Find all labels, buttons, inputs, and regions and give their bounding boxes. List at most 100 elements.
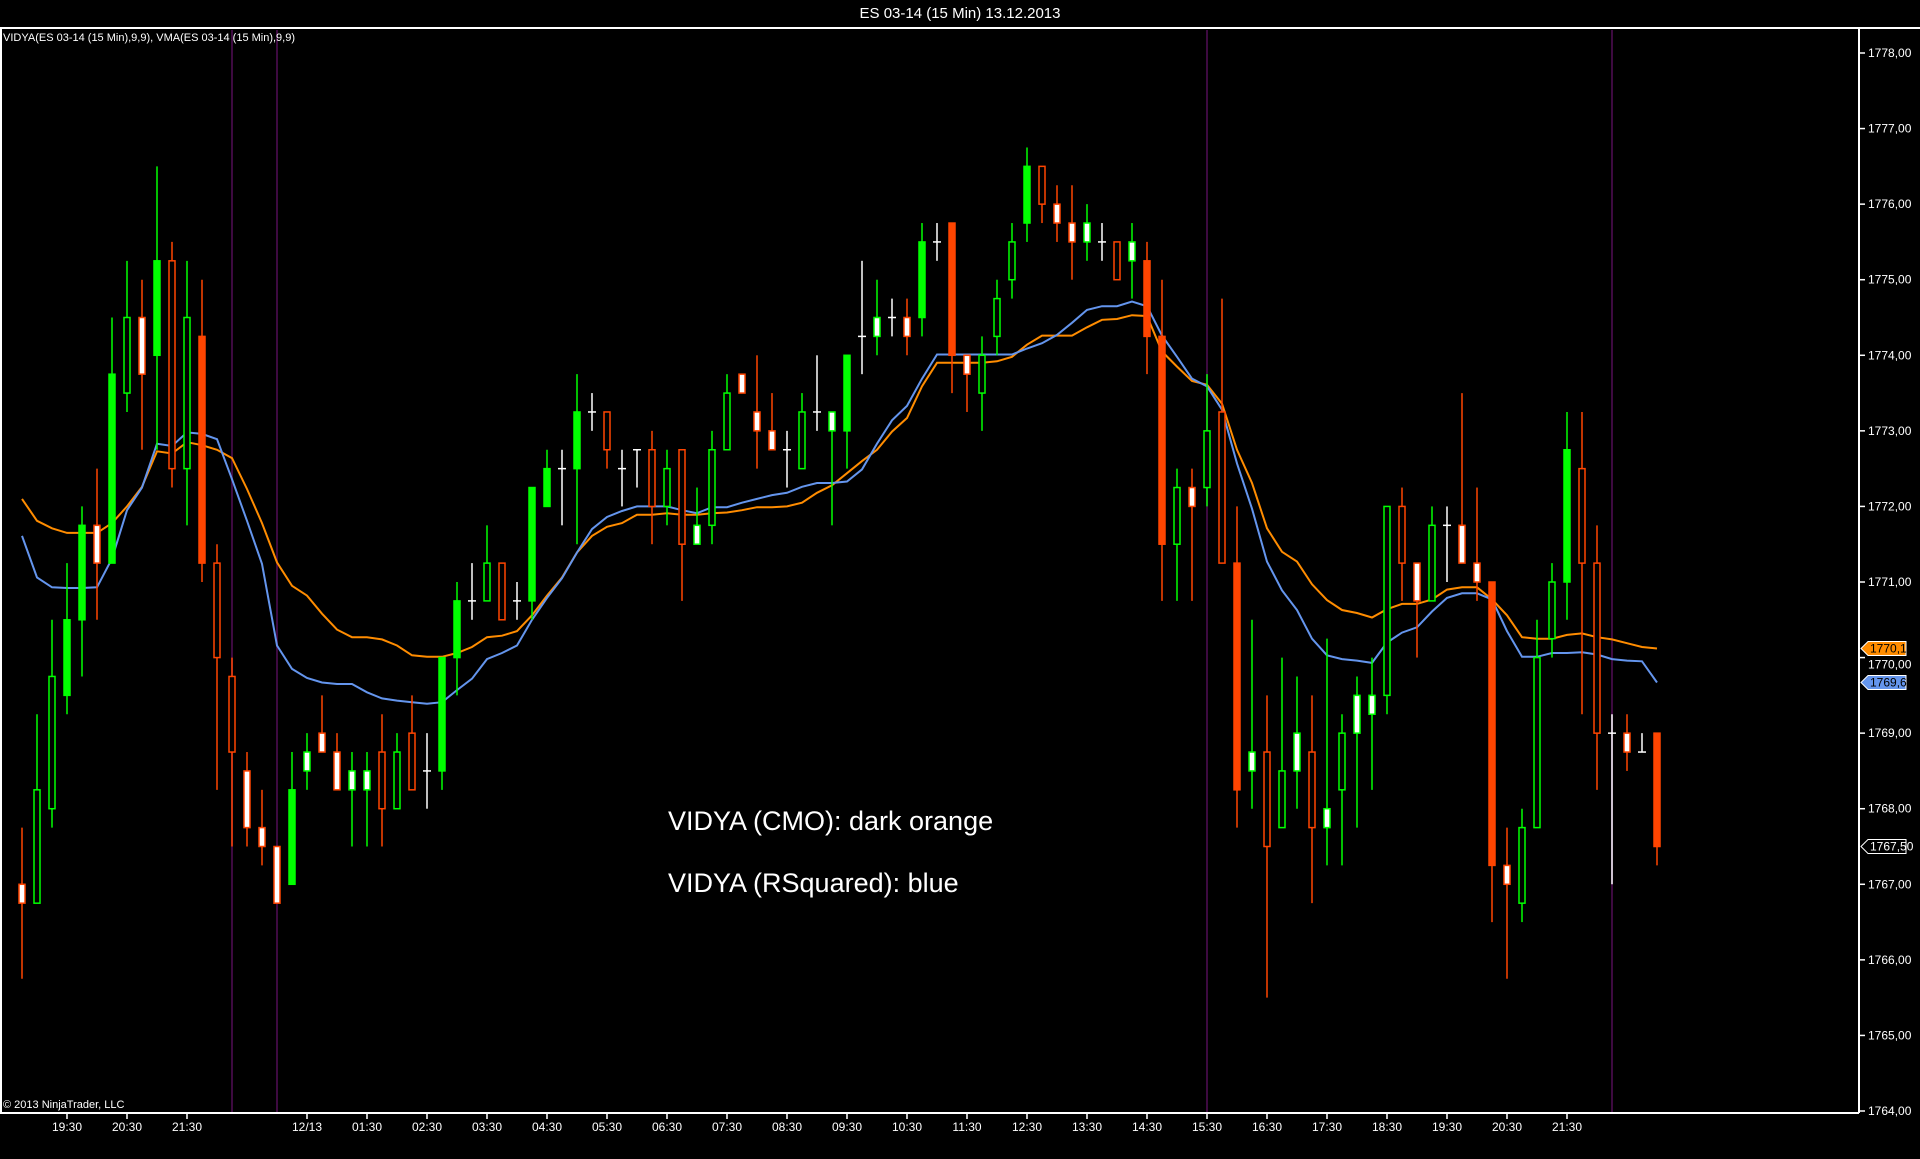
candle[interactable] [918, 223, 926, 337]
candle[interactable] [498, 562, 506, 621]
candle[interactable] [108, 317, 116, 564]
candle[interactable] [153, 166, 161, 450]
time-axis[interactable]: 19:30 20:30 21:30 12/13 01:30 02:30 03:30 04:30… [52, 1113, 1582, 1134]
candle[interactable] [1473, 487, 1481, 601]
candle[interactable] [1308, 695, 1316, 904]
candle[interactable] [183, 260, 191, 526]
candle[interactable] [1548, 563, 1556, 658]
candle[interactable] [1353, 676, 1361, 828]
candle[interactable] [1233, 506, 1241, 828]
candle[interactable] [393, 733, 401, 810]
candle[interactable] [168, 241, 176, 488]
candle[interactable] [273, 845, 281, 904]
candle[interactable] [243, 752, 251, 847]
candle[interactable] [723, 374, 731, 451]
candle[interactable] [1533, 619, 1541, 829]
candle[interactable] [93, 468, 101, 620]
candle[interactable] [768, 393, 776, 451]
candle[interactable] [468, 563, 476, 620]
candle[interactable] [1263, 695, 1271, 998]
candle[interactable] [1608, 714, 1616, 885]
candle[interactable] [588, 393, 596, 431]
candle[interactable] [978, 336, 986, 431]
candle[interactable] [1488, 581, 1496, 923]
candle[interactable] [843, 354, 851, 469]
candle[interactable] [1188, 468, 1196, 601]
candle[interactable] [558, 449, 566, 526]
candle[interactable] [1323, 638, 1331, 866]
candle[interactable] [303, 733, 311, 790]
candle[interactable] [798, 393, 806, 470]
candle[interactable] [1503, 827, 1511, 979]
candle[interactable] [198, 279, 206, 582]
candle[interactable] [138, 279, 146, 450]
candle[interactable] [633, 449, 641, 488]
candle[interactable] [1518, 808, 1526, 923]
candle[interactable] [1623, 714, 1631, 771]
candle[interactable] [618, 449, 626, 507]
candle[interactable] [783, 430, 791, 488]
candle[interactable] [513, 582, 521, 620]
candle[interactable] [903, 298, 911, 356]
candle[interactable] [663, 449, 671, 526]
candle[interactable] [828, 411, 836, 526]
candle[interactable] [1008, 223, 1016, 299]
candle[interactable] [48, 619, 56, 828]
candle[interactable] [1053, 185, 1061, 242]
candle[interactable] [1563, 411, 1571, 620]
candle[interactable] [1653, 732, 1661, 866]
candle[interactable] [1383, 505, 1391, 715]
candle[interactable] [408, 695, 416, 791]
candle[interactable] [693, 487, 701, 545]
candle[interactable] [378, 714, 386, 847]
candle[interactable] [63, 563, 71, 715]
candle[interactable] [483, 525, 491, 602]
candle[interactable] [888, 298, 896, 337]
candle[interactable] [288, 752, 296, 886]
candle[interactable] [363, 752, 371, 847]
candle[interactable] [1413, 562, 1421, 658]
candle[interactable] [1218, 298, 1226, 564]
candle[interactable] [678, 449, 686, 601]
candle[interactable] [1593, 525, 1601, 790]
candle[interactable] [333, 733, 341, 791]
candle[interactable] [423, 733, 431, 809]
candle[interactable] [258, 789, 266, 866]
candle[interactable] [33, 714, 41, 904]
candle[interactable] [1248, 619, 1256, 809]
candle[interactable] [453, 582, 461, 696]
candle[interactable] [603, 411, 611, 469]
candle[interactable] [573, 374, 581, 545]
candle[interactable] [1368, 657, 1376, 790]
candle[interactable] [1098, 223, 1106, 261]
price-axis[interactable]: 1764,00 1765,00 1766,00 1767,00 1768,00 1769,… [1859, 46, 1912, 1118]
candle[interactable] [1278, 657, 1286, 829]
candle[interactable] [963, 354, 971, 412]
candle[interactable] [78, 506, 86, 677]
candle[interactable] [1023, 147, 1031, 242]
candle[interactable] [1173, 468, 1181, 601]
candle[interactable] [1458, 393, 1466, 564]
candle[interactable] [528, 486, 536, 620]
indicator-legend[interactable]: VIDYA(ES 03-14 (15 Min),9,9), VMA(ES 03-… [3, 32, 296, 44]
candle[interactable] [1038, 165, 1046, 224]
candle[interactable] [1578, 411, 1586, 715]
candle[interactable] [1083, 204, 1091, 261]
candle[interactable] [1203, 374, 1211, 507]
candle[interactable] [1143, 241, 1151, 375]
candle[interactable] [543, 449, 551, 508]
candle[interactable] [1113, 241, 1121, 281]
candle[interactable] [348, 752, 356, 847]
candle[interactable] [1443, 506, 1451, 582]
candle[interactable] [1428, 506, 1436, 602]
candle[interactable] [1638, 733, 1646, 753]
candle[interactable] [1293, 676, 1301, 809]
candle[interactable] [948, 222, 956, 394]
candle[interactable] [993, 279, 1001, 356]
candle[interactable] [1338, 714, 1346, 866]
candle[interactable] [933, 223, 941, 261]
candle[interactable] [1158, 279, 1166, 601]
candle[interactable] [813, 355, 821, 431]
candle[interactable] [708, 430, 716, 545]
